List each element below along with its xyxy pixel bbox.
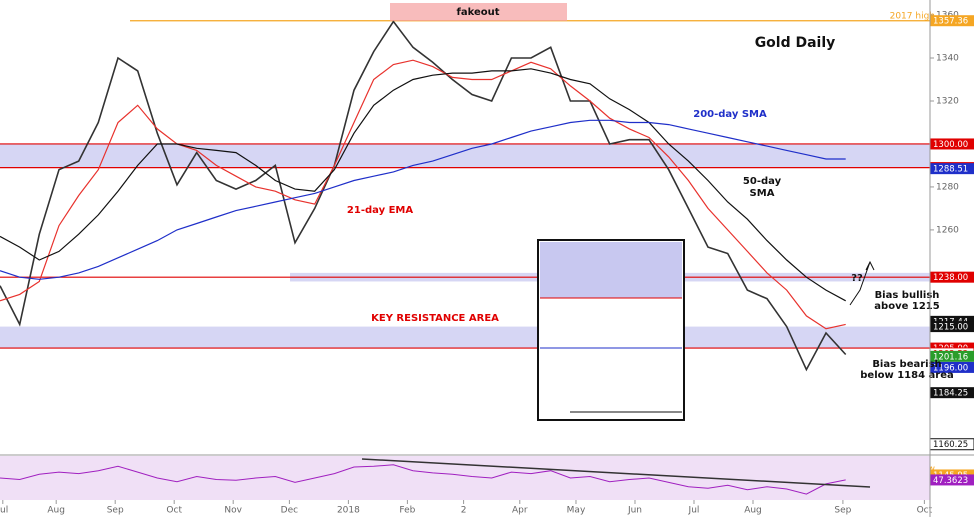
x-tick-label: 2 [461, 506, 467, 516]
price-label: 1215.00 [933, 323, 968, 333]
annotation: fakeout [456, 7, 499, 18]
rsi-bg [0, 456, 930, 500]
annotation: KEY RESISTANCE AREA [371, 313, 499, 324]
annotation: 50-day [743, 176, 782, 187]
price-label-box [930, 271, 974, 283]
y-tick-label: 1280 [936, 182, 959, 192]
annotation: below 1184 area [860, 370, 953, 381]
price-label-box [930, 350, 974, 362]
price-label-box [930, 138, 974, 150]
chart-title: Gold Daily [755, 35, 836, 51]
annotation: 200-day SMA [693, 109, 767, 120]
price-label-box [930, 321, 974, 333]
x-tick-label: Oct [917, 506, 933, 516]
x-tick-label: Sep [107, 506, 124, 516]
x-tick-label: Jul [0, 506, 8, 516]
price-label-box [930, 387, 974, 399]
annotation: Bias bearish [872, 359, 941, 370]
x-tick-label: Jun [627, 506, 642, 516]
annotation: above 1215 [874, 301, 939, 312]
annotation: 2017 high [890, 12, 935, 22]
price-label: 1357.36 [933, 17, 968, 27]
series-line [0, 68, 846, 302]
series-line [0, 20, 847, 372]
price-label: 1196.00 [933, 363, 968, 373]
price-label: 1201.16 [933, 352, 968, 362]
x-tick-label: Dec [281, 506, 298, 516]
trend-line [361, 458, 871, 488]
y-tick-label: 1320 [936, 96, 959, 106]
price-label: 1184.25 [933, 389, 968, 399]
x-tick-label: Oct [166, 506, 182, 516]
price-label: 1160.25 [933, 440, 968, 450]
price-label-box [930, 163, 974, 175]
zone [0, 143, 930, 168]
series-line [0, 59, 846, 330]
y-tick-label: 1260 [936, 225, 959, 235]
x-tick-label: Nov [224, 506, 242, 516]
y-tick-label: 1340 [936, 54, 959, 64]
x-tick-label: Feb [399, 506, 415, 516]
plot-bg [0, 0, 930, 517]
fakeout-box [390, 3, 567, 21]
annotation: 21-day EMA [347, 205, 413, 216]
series-line [0, 119, 846, 280]
arrow [849, 260, 875, 306]
x-tick-label: Aug [47, 506, 65, 516]
zone [0, 326, 930, 349]
price-label: 1300.00 [933, 140, 968, 150]
rsi-line [0, 464, 846, 495]
x-tick-label: Apr [512, 506, 528, 516]
x-tick-label: May [567, 506, 586, 516]
price-label-box [930, 361, 974, 373]
inset [537, 239, 685, 421]
x-tick-label: 2018 [337, 506, 360, 516]
rsi-label-box [930, 474, 974, 486]
price-label-box [930, 15, 974, 27]
annotation: Bias bullish [875, 290, 940, 301]
price-label: 1288.51 [933, 165, 968, 175]
rsi-label: 47.3623 [933, 476, 968, 486]
inset-zone [540, 242, 682, 298]
x-tick-label: Jul [688, 506, 700, 516]
annotation: ?? [851, 273, 863, 284]
price-label: 1238.00 [933, 273, 968, 283]
annotation: SMA [750, 188, 775, 199]
x-tick-label: Aug [744, 506, 762, 516]
x-tick-label: Sep [834, 506, 851, 516]
